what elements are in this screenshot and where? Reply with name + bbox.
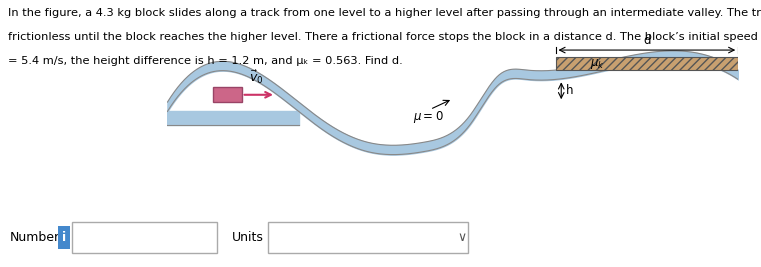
- Text: Number: Number: [10, 231, 60, 244]
- Bar: [213, 88, 242, 102]
- Text: i: i: [62, 231, 66, 244]
- Text: d: d: [643, 34, 651, 47]
- Text: h: h: [566, 84, 573, 97]
- Text: In the figure, a 4.3 kg block slides along a track from one level to a higher le: In the figure, a 4.3 kg block slides alo…: [8, 8, 761, 18]
- Text: $\vec{v}_0$: $\vec{v}_0$: [249, 69, 263, 86]
- Bar: [556, 57, 738, 70]
- Text: ∨: ∨: [457, 231, 466, 244]
- Bar: [268, 222, 468, 253]
- Text: = 5.4 m/s, the height difference is h = 1.2 m, and μₖ = 0.563. Find d.: = 5.4 m/s, the height difference is h = …: [8, 56, 403, 66]
- Text: Units: Units: [232, 231, 264, 244]
- Text: $\mu = 0$: $\mu = 0$: [412, 109, 444, 125]
- Bar: [58, 226, 70, 249]
- Text: frictionless until the block reaches the higher level. There a frictional force : frictionless until the block reaches the…: [8, 32, 761, 42]
- Bar: [72, 222, 217, 253]
- Text: $\mu_k$: $\mu_k$: [590, 57, 604, 71]
